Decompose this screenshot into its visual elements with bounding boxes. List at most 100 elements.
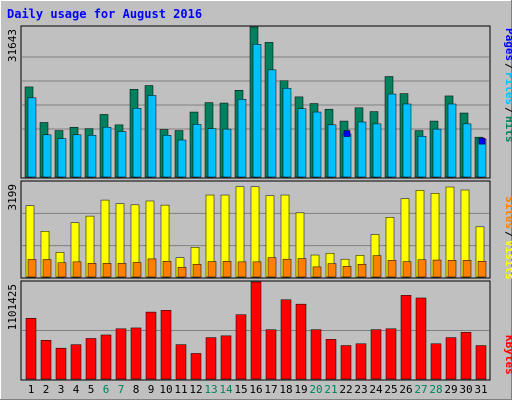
x-tick-label: 21	[324, 383, 337, 396]
kbytes-bar	[460, 332, 472, 380]
sites-bar	[477, 261, 487, 278]
kbytes-bar	[400, 295, 412, 380]
x-tick-label: 30	[459, 383, 472, 396]
x-tick-label: 15	[234, 383, 247, 396]
x-tick-label: 17	[264, 383, 277, 396]
files-bar	[372, 123, 382, 178]
x-tick-label: 25	[384, 383, 397, 396]
files-bar	[357, 121, 367, 178]
chart-title: Daily usage for August 2016	[7, 7, 202, 21]
sites-bar	[447, 260, 457, 278]
sites-bar	[237, 261, 247, 278]
sites-bar	[57, 262, 67, 278]
pages-bar	[478, 137, 486, 145]
legend-files: Files	[503, 72, 512, 105]
files-bar	[402, 103, 412, 178]
x-tick-label: 19	[294, 383, 307, 396]
x-tick-label: 10	[159, 383, 172, 396]
files-bar	[42, 134, 52, 178]
kbytes-bar	[430, 343, 442, 380]
legends: Pages / Files / Hits Sites / Visits KBytes	[503, 28, 512, 375]
kbytes-panel: 1101425	[6, 280, 491, 381]
x-tick-label: 14	[219, 383, 233, 396]
files-bar	[477, 138, 487, 178]
sites-bar	[387, 260, 397, 278]
kbytes-bar	[355, 343, 367, 380]
kbytes-bar	[235, 314, 247, 380]
files-bar	[252, 44, 262, 178]
legend-separator: /	[503, 63, 512, 70]
kbytes-bar	[250, 281, 262, 380]
files-bar	[117, 131, 127, 178]
x-tick-label: 3	[58, 383, 65, 396]
sites-bar	[282, 258, 292, 278]
kbytes-bar	[205, 337, 217, 380]
x-tick-label: 29	[444, 383, 457, 396]
sites-bar	[297, 258, 307, 278]
x-axis-labels: 1 2 3 4 5 6 7 8 9 10 11 12 13 14 15 16 17 18 19 20 21 22 23 24 2…	[28, 383, 488, 396]
kbytes-bar	[130, 327, 142, 380]
files-bar	[207, 128, 217, 178]
x-tick-label: 13	[204, 383, 217, 396]
sites-bar	[402, 261, 412, 278]
x-tick-label: 23	[354, 383, 367, 396]
sites-bar	[222, 261, 232, 278]
kbytes-bar	[220, 335, 232, 380]
files-bar	[342, 133, 352, 178]
x-tick-label: 31	[474, 383, 487, 396]
sites-bar	[357, 263, 367, 278]
files-bar	[177, 139, 187, 178]
kbytes-bar	[55, 347, 67, 380]
files-bar	[27, 97, 37, 178]
files-bar	[57, 138, 67, 178]
x-tick-label: 1	[28, 383, 35, 396]
sites-bar	[267, 257, 277, 278]
legend-separator: /	[503, 231, 512, 238]
legend-group: KBytes	[503, 335, 512, 375]
sites-bar	[117, 263, 127, 278]
sites-bar	[132, 262, 142, 278]
y-max-label: 1101425	[6, 284, 19, 330]
x-tick-label: 9	[148, 383, 155, 396]
sites-bar	[432, 259, 442, 278]
files-bar	[192, 124, 202, 178]
legend-visits: Visits	[503, 240, 512, 280]
x-tick-label: 6	[103, 383, 110, 396]
sites-bar	[42, 259, 52, 278]
sites-bar	[162, 261, 172, 278]
sites-bar	[192, 263, 202, 278]
files-bar	[102, 126, 112, 178]
x-tick-label: 5	[88, 383, 95, 396]
kbytes-bar	[160, 310, 172, 380]
kbytes-bar	[175, 344, 187, 380]
kbytes-bar	[310, 329, 322, 380]
kbytes-bar	[40, 340, 52, 380]
sites-bar	[27, 259, 37, 278]
legend-pages: Pages	[503, 28, 512, 61]
sites-bar	[342, 266, 352, 278]
legend-group: Sites / Visits	[503, 196, 512, 280]
sites-bar	[312, 266, 322, 278]
files-bar	[297, 108, 307, 178]
legend-group: Pages / Files / Hits	[503, 28, 512, 143]
files-bar	[132, 108, 142, 178]
files-bar	[222, 128, 232, 178]
x-tick-label: 28	[429, 383, 442, 396]
legend-hits: Hits	[503, 116, 512, 143]
sites-bar	[102, 263, 112, 278]
chart-panels: 31643 3199 1101425	[6, 25, 491, 381]
sites-bar	[372, 255, 382, 278]
legend-kbytes: KBytes	[503, 335, 512, 375]
kbytes-bar	[145, 311, 157, 380]
files-bar	[87, 135, 97, 178]
sites-bar	[207, 261, 217, 278]
sites-bar	[87, 263, 97, 278]
files-bar	[462, 123, 472, 178]
visits-sites-panel: 3199	[6, 180, 491, 279]
x-tick-label: 12	[189, 383, 202, 396]
legend-sites: Sites	[503, 196, 512, 229]
files-bar	[312, 111, 322, 178]
x-tick-label: 20	[309, 383, 322, 396]
kbytes-bar	[265, 329, 277, 380]
